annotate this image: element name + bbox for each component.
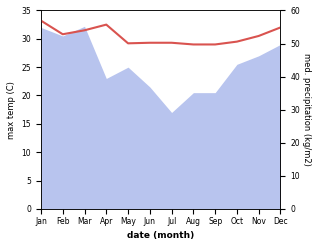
X-axis label: date (month): date (month)	[127, 231, 194, 240]
Y-axis label: max temp (C): max temp (C)	[7, 81, 16, 139]
Y-axis label: med. precipitation (kg/m2): med. precipitation (kg/m2)	[302, 53, 311, 166]
